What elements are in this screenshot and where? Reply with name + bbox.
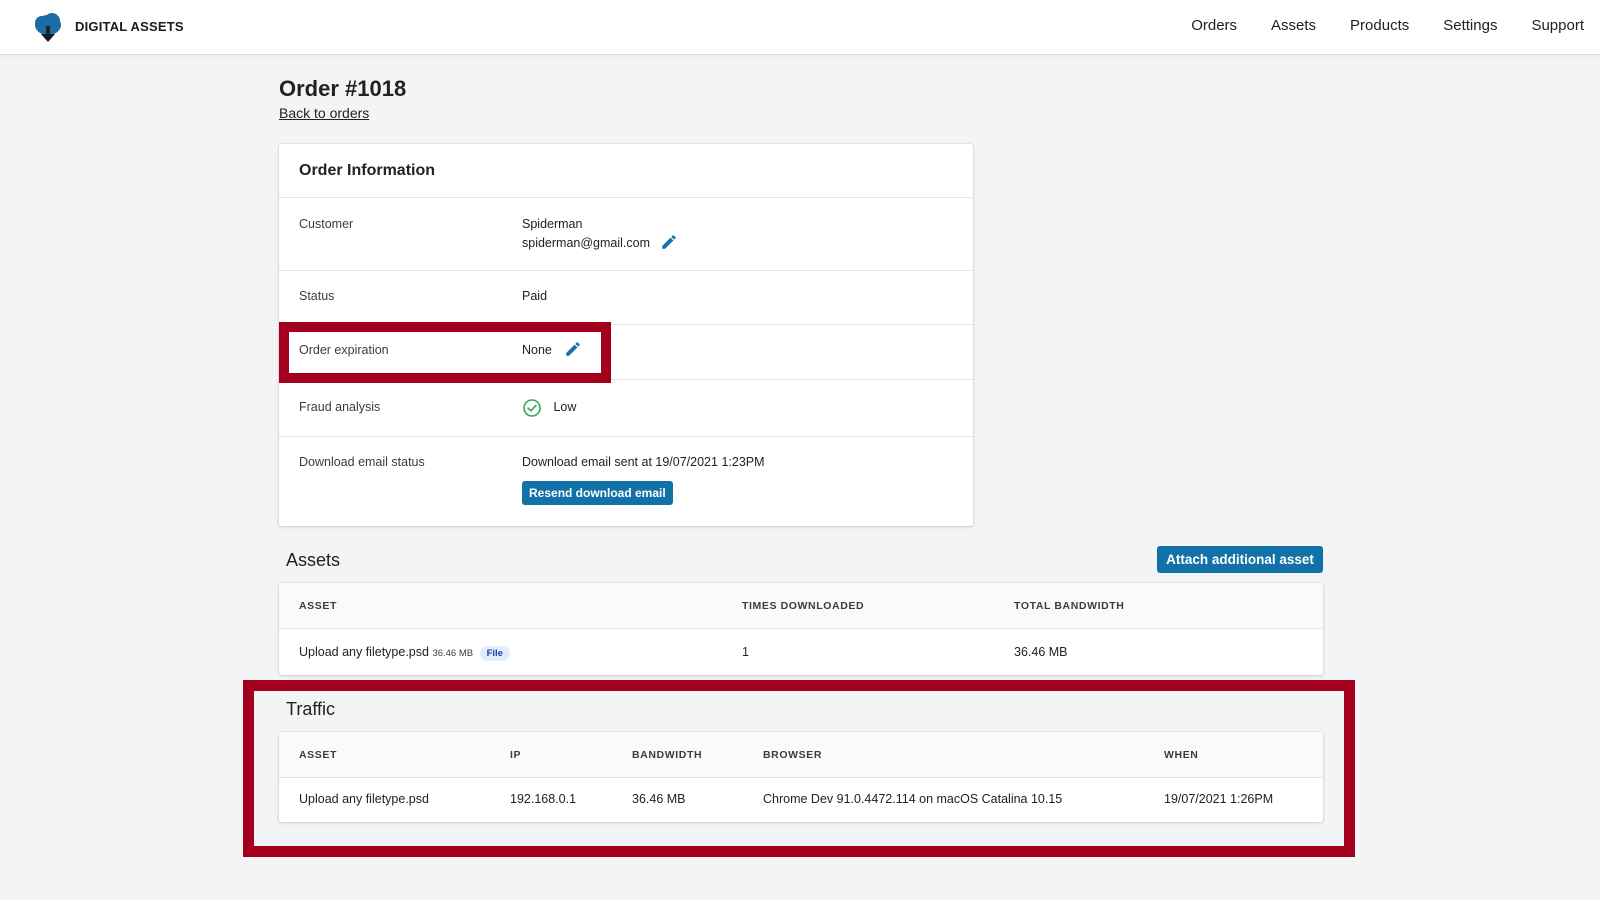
fraud-analysis-value-group: Low bbox=[522, 398, 576, 418]
traffic-col-bandwidth: BANDWIDTH bbox=[632, 749, 703, 761]
attach-additional-asset-button[interactable]: Attach additional asset bbox=[1157, 546, 1323, 573]
traffic-browser-cell: Chrome Dev 91.0.4472.114 on macOS Catali… bbox=[763, 792, 1063, 806]
order-expiration-row: Order expiration None bbox=[279, 324, 973, 379]
check-circle-icon bbox=[523, 399, 541, 417]
assets-table-header: ASSET TIMES DOWNLOADED TOTAL BANDWIDTH bbox=[279, 583, 1323, 629]
customer-email-group: spiderman@gmail.com bbox=[522, 233, 678, 251]
back-to-orders-link[interactable]: Back to orders bbox=[279, 105, 370, 121]
status-value: Paid bbox=[522, 289, 548, 303]
traffic-col-browser: BROWSER bbox=[763, 749, 823, 761]
asset-filename[interactable]: Upload any filetype.psd bbox=[299, 645, 429, 659]
status-row: Status Paid bbox=[279, 270, 973, 324]
nav-support[interactable]: Support bbox=[1531, 17, 1584, 34]
assets-section-title: Assets bbox=[286, 550, 341, 570]
traffic-col-when: WHEN bbox=[1164, 749, 1199, 761]
brand-name: DIGITAL ASSETS bbox=[75, 19, 184, 34]
cloud-download-logo-icon[interactable] bbox=[33, 12, 63, 44]
total-bandwidth-cell: 36.46 MB bbox=[1014, 645, 1068, 659]
order-information-card: Order Information Customer Spiderman spi… bbox=[279, 144, 973, 526]
download-email-row: Download email status Download email sen… bbox=[279, 436, 973, 526]
assets-col-total-bandwidth: TOTAL BANDWIDTH bbox=[1014, 600, 1125, 612]
download-email-value: Download email sent at 19/07/2021 1:23PM bbox=[522, 455, 765, 469]
edit-customer-pencil-icon[interactable] bbox=[660, 233, 678, 251]
traffic-col-asset: ASSET bbox=[299, 749, 338, 761]
customer-name: Spiderman bbox=[522, 217, 583, 231]
traffic-col-ip: IP bbox=[510, 749, 522, 761]
asset-file-size: 36.46 MB bbox=[432, 648, 474, 659]
order-expiration-value-group: None bbox=[522, 340, 582, 358]
download-email-label: Download email status bbox=[299, 455, 425, 469]
nav-settings[interactable]: Settings bbox=[1443, 17, 1498, 34]
traffic-asset-cell: Upload any filetype.psd bbox=[299, 792, 429, 806]
order-expiration-value: None bbox=[522, 343, 552, 357]
status-label: Status bbox=[299, 289, 335, 303]
fraud-analysis-row: Fraud analysis Low bbox=[279, 379, 973, 436]
main-nav: Orders Assets Products Settings Support bbox=[1191, 17, 1584, 34]
traffic-bandwidth-cell: 36.46 MB bbox=[632, 792, 686, 806]
customer-label: Customer bbox=[299, 217, 354, 231]
assets-col-times-downloaded: TIMES DOWNLOADED bbox=[742, 600, 865, 612]
top-navigation-bar: DIGITAL ASSETS Orders Assets Products Se… bbox=[0, 0, 1600, 55]
nav-orders[interactable]: Orders bbox=[1191, 17, 1238, 34]
traffic-table-header: ASSET IP BANDWIDTH BROWSER WHEN bbox=[279, 732, 1323, 778]
traffic-section-title: Traffic bbox=[286, 699, 336, 719]
traffic-when-cell: 19/07/2021 1:26PM bbox=[1164, 792, 1274, 806]
nav-assets[interactable]: Assets bbox=[1271, 17, 1317, 34]
assets-col-asset: ASSET bbox=[299, 600, 338, 612]
file-type-badge: File bbox=[479, 646, 510, 661]
page-title: Order #1018 bbox=[279, 76, 407, 101]
resend-download-email-button[interactable]: Resend download email bbox=[522, 481, 673, 505]
fraud-analysis-label: Fraud analysis bbox=[299, 400, 381, 414]
edit-expiration-pencil-icon[interactable] bbox=[564, 340, 582, 358]
asset-cell: Upload any filetype.psd 36.46 MB File bbox=[299, 645, 510, 661]
fraud-analysis-value: Low bbox=[553, 400, 577, 415]
order-information-title: Order Information bbox=[299, 162, 436, 179]
traffic-ip-cell: 192.168.0.1 bbox=[510, 792, 577, 806]
assets-table: ASSET TIMES DOWNLOADED TOTAL BANDWIDTH U… bbox=[279, 583, 1323, 675]
times-downloaded-cell: 1 bbox=[742, 645, 749, 659]
customer-email: spiderman@gmail.com bbox=[522, 236, 651, 250]
traffic-table: ASSET IP BANDWIDTH BROWSER WHEN Upload a… bbox=[279, 732, 1323, 822]
order-expiration-label: Order expiration bbox=[299, 343, 389, 357]
nav-products[interactable]: Products bbox=[1350, 17, 1410, 34]
customer-row: Customer Spiderman spiderman@gmail.com bbox=[279, 197, 973, 270]
